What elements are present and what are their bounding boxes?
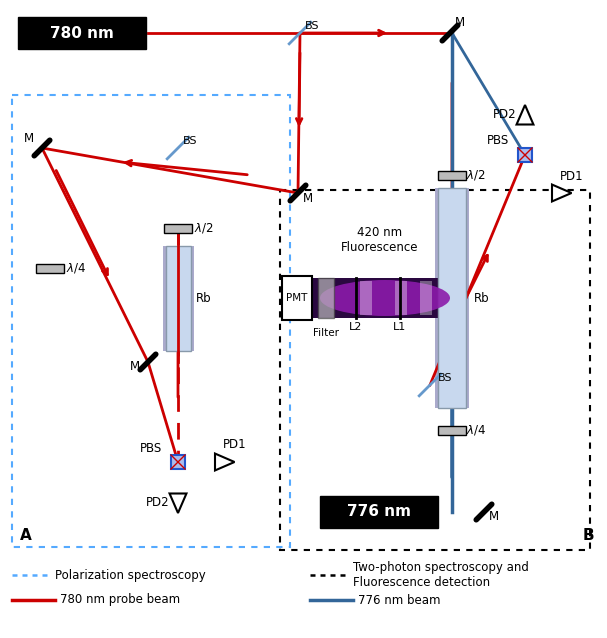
Bar <box>518 148 532 162</box>
Text: M: M <box>303 191 313 205</box>
Text: Filter: Filter <box>313 328 339 338</box>
Bar <box>438 426 466 434</box>
Text: PD1: PD1 <box>223 438 246 452</box>
Bar <box>36 263 64 272</box>
Bar <box>12 95 290 547</box>
Text: PMT: PMT <box>287 293 308 303</box>
Text: M: M <box>489 510 499 524</box>
Text: PBS: PBS <box>487 135 509 147</box>
Text: Rb: Rb <box>474 292 490 304</box>
Text: $\lambda$/2: $\lambda$/2 <box>194 221 214 235</box>
Text: $\lambda$/4: $\lambda$/4 <box>466 423 486 437</box>
Text: BS: BS <box>438 373 452 383</box>
Polygon shape <box>552 184 572 202</box>
Text: L1: L1 <box>393 322 407 332</box>
Text: PD2: PD2 <box>146 496 169 510</box>
Ellipse shape <box>320 280 450 316</box>
Text: Two-photon spectroscopy and
Fluorescence detection: Two-photon spectroscopy and Fluorescence… <box>353 561 529 589</box>
Text: M: M <box>24 131 34 144</box>
Bar <box>438 188 466 408</box>
Text: 780 nm: 780 nm <box>50 26 114 40</box>
Bar <box>360 281 372 315</box>
Bar <box>420 281 432 315</box>
Text: M: M <box>130 360 140 373</box>
Text: BS: BS <box>183 136 197 146</box>
Text: 776 nm: 776 nm <box>347 505 411 519</box>
Text: M: M <box>455 17 465 29</box>
Bar <box>18 17 146 49</box>
Text: Rb: Rb <box>196 292 212 304</box>
Text: $\lambda$/4: $\lambda$/4 <box>66 261 86 275</box>
Text: 776 nm beam: 776 nm beam <box>358 593 441 607</box>
Text: 420 nm
Fluorescence: 420 nm Fluorescence <box>341 226 419 254</box>
Bar <box>318 278 334 318</box>
Text: L2: L2 <box>349 322 363 332</box>
Bar <box>282 276 312 320</box>
Polygon shape <box>215 454 234 470</box>
Bar <box>320 496 438 528</box>
Text: PBS: PBS <box>140 441 162 454</box>
Bar <box>166 246 191 350</box>
Text: PD2: PD2 <box>493 108 517 121</box>
Text: BS: BS <box>305 21 319 31</box>
Bar <box>163 246 194 350</box>
Bar <box>310 278 460 318</box>
Bar <box>435 188 469 408</box>
Bar <box>438 170 466 179</box>
Bar <box>395 281 407 315</box>
Bar <box>164 223 192 232</box>
Text: Polarization spectroscopy: Polarization spectroscopy <box>55 568 206 581</box>
Polygon shape <box>517 105 534 124</box>
Polygon shape <box>169 494 186 513</box>
Text: B: B <box>583 528 595 543</box>
Text: 780 nm probe beam: 780 nm probe beam <box>60 593 180 607</box>
Bar <box>280 190 590 550</box>
Bar <box>171 455 185 469</box>
Text: PD1: PD1 <box>560 170 583 182</box>
Text: A: A <box>20 528 32 543</box>
Text: $\lambda$/2: $\lambda$/2 <box>466 168 486 182</box>
